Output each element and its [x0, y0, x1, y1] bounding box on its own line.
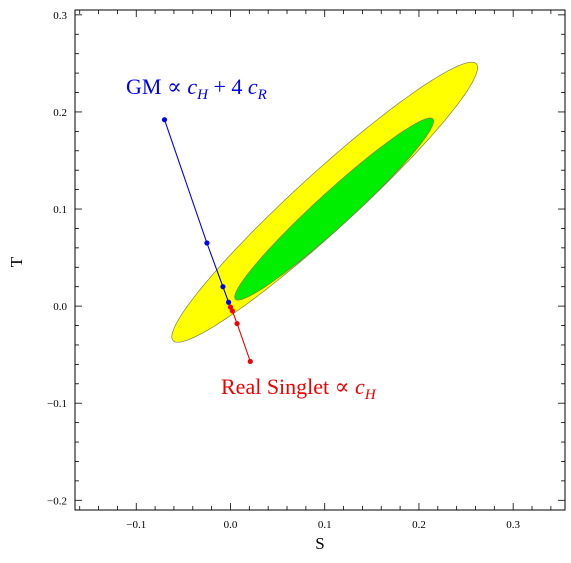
gm-annotation-sub-h: H [196, 87, 209, 103]
series-line-0 [163, 119, 230, 303]
y-axis-label: T [7, 256, 26, 267]
series-0-point-1 [204, 240, 210, 246]
x-axis-label: S [315, 534, 324, 553]
series-0-point-0 [161, 117, 168, 123]
tick-labels: −0.1 0.0 0.1 0.2 0.3 −0.2 −0.1 0.0 0.1 0.2 0.3 [47, 10, 521, 531]
region-inner [234, 117, 434, 301]
series-1-point-0 [227, 304, 234, 310]
data-series [161, 117, 253, 365]
series-1-point-2 [234, 320, 240, 327]
series-0-point-3 [225, 299, 232, 305]
y-tick-label: 0.3 [53, 10, 67, 22]
series-line-1 [230, 306, 251, 362]
gm-annotation-prefix: GM ∝ [126, 74, 187, 99]
real-singlet-annotation-prefix: Real Singlet ∝ [221, 374, 355, 399]
y-tick-label: 0.2 [53, 107, 67, 119]
gm-annotation-plus: + 4 [208, 74, 248, 99]
x-tick-label: 0.1 [318, 519, 332, 531]
y-tick-label: −0.2 [47, 495, 67, 507]
series-1-point-3 [247, 358, 253, 365]
real-singlet-annotation-sub-h: H [364, 387, 377, 403]
gm-annotation-c-r: c [248, 74, 258, 99]
real-singlet-annotation-c: c [355, 374, 365, 399]
gm-annotation-c-h: c [187, 74, 197, 99]
x-tick-label: −0.1 [126, 519, 146, 531]
y-tick-label: −0.1 [47, 398, 67, 410]
axis-ticks [75, 10, 565, 510]
x-tick-label: 0.2 [412, 519, 426, 531]
x-tick-label: 0.3 [506, 519, 520, 531]
plot-frame [74, 9, 566, 511]
gm-annotation-sub-r: R [257, 87, 267, 103]
y-tick-label: 0.0 [53, 301, 67, 313]
y-tick-label: 0.1 [53, 204, 67, 216]
gm-annotation: GM ∝ cH + 4 cR [126, 74, 267, 103]
x-tick-label: 0.0 [224, 519, 238, 531]
series-1-point-1 [229, 308, 235, 314]
real-singlet-annotation: Real Singlet ∝ cH [221, 374, 377, 403]
confidence-regions [171, 61, 478, 343]
series-0-point-2 [220, 284, 226, 290]
